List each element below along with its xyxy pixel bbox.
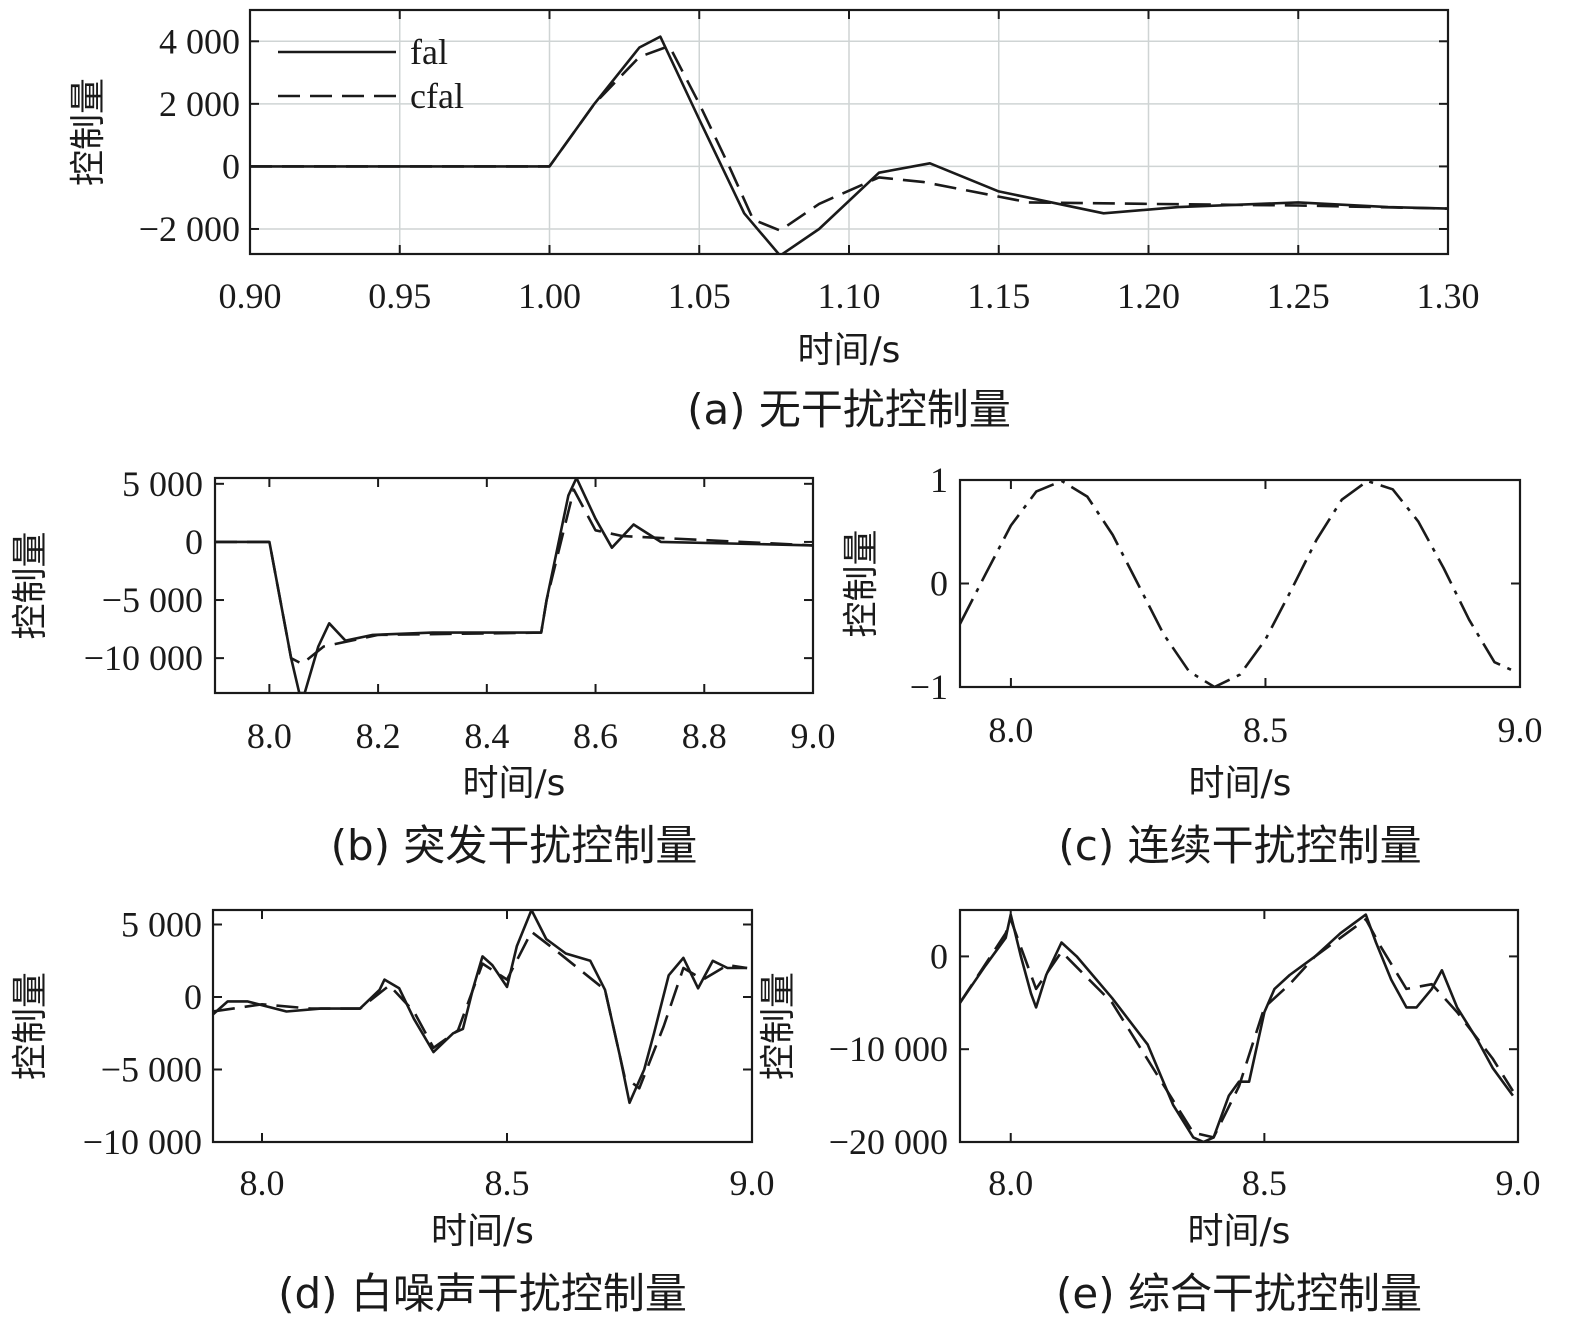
x-tick-label: 1.20 [1117,276,1180,316]
plot-frame [958,478,1522,689]
y-tick-label: 5 000 [121,905,202,945]
plot-frame [211,908,754,1144]
series-line-solid [215,478,813,693]
x-axis-label: 时间/s [1188,1211,1291,1252]
series-line-dashed [215,488,813,666]
y-tick-label: −2 000 [139,209,240,249]
panel-b: 8.0 8.2 8.4 8.6 8.8 9.0 5 000 0 −5 000 −10 000 时间/… [10,464,836,870]
x-tick-label: 9.0 [730,1163,775,1203]
y-tick-label: 0 [185,522,203,562]
x-axis-label: 时间/s [1189,763,1292,804]
x-tick-label: 9.0 [791,716,836,756]
panel-caption: (c) 连续干扰控制量 [1058,821,1421,870]
x-tick-label: 8.5 [1242,1163,1287,1203]
x-tick-label: 0.90 [219,276,282,316]
panel-e: 8.0 8.5 9.0 0 −10 000 −20 000 时间/s 控制量 (e) 综合干扰控… [758,908,1541,1318]
plot-frame [213,476,815,695]
y-axis-label: 控制量 [10,531,51,639]
series-line-cfal [250,44,1448,232]
series-line-solid [960,913,1514,1142]
series-line-dashed [960,918,1515,1139]
series-line-solid [213,910,748,1105]
panel-caption: (d) 白噪声干扰控制量 [278,1269,687,1318]
x-tick-label: 1.10 [818,276,881,316]
y-tick-label: 2 000 [159,84,240,124]
y-tick-label: −10 000 [84,638,203,678]
x-tick-label: 8.4 [464,716,509,756]
series-line-dashed [213,930,748,1090]
y-tick-label: 1 [930,460,948,500]
x-tick-label: 9.0 [1498,710,1543,750]
panel-d: 8.0 8.5 9.0 5 000 0 −5 000 −10 000 时间/s 控制量 (d) 白… [10,905,775,1319]
x-tick-label: 1.25 [1267,276,1330,316]
x-tick-label: 8.2 [356,716,401,756]
x-tick-label: 8.5 [485,1163,530,1203]
x-tick-label: 8.0 [988,1163,1033,1203]
x-tick-label: 1.30 [1417,276,1480,316]
y-axis-label: 控制量 [841,529,882,637]
y-tick-label: −20 000 [829,1122,948,1162]
series-line-fal [250,35,1448,254]
y-tick-label: 0 [930,936,948,976]
y-tick-label: 5 000 [122,464,203,504]
x-axis-label: 时间/s [463,763,566,804]
x-tick-label: 8.5 [1243,710,1288,750]
x-tick-label: 8.0 [988,710,1033,750]
y-tick-label: −5 000 [101,1050,202,1090]
y-tick-label: −10 000 [829,1029,948,1069]
x-tick-label: 0.95 [368,276,431,316]
legend-label-fal: fal [410,32,448,72]
y-tick-label: −5 000 [102,580,203,620]
legend: fal cfal [278,32,464,116]
x-tick-label: 1.05 [668,276,731,316]
x-tick-label: 8.6 [573,716,618,756]
y-tick-label: 4 000 [159,21,240,61]
series-line-dashdot [960,480,1516,687]
legend-label-cfal: cfal [410,76,464,116]
x-tick-label: 1.15 [967,276,1030,316]
x-tick-label: 8.0 [240,1163,285,1203]
x-tick-label: 1.00 [518,276,581,316]
panel-c: 8.0 8.5 9.0 1 0 −1 时间/s 控制量 (c) 连续干扰控制量 [841,460,1543,870]
y-tick-label: −1 [910,667,948,707]
y-axis-label: 控制量 [758,972,799,1080]
y-axis-label: 控制量 [10,972,51,1080]
y-tick-label: 0 [184,977,202,1017]
x-tick-label: 8.8 [682,716,727,756]
x-axis-label: 时间/s [431,1211,534,1252]
x-tick-label: 9.0 [1496,1163,1541,1203]
panel-caption: (e) 综合干扰控制量 [1056,1269,1422,1318]
y-tick-label: 0 [222,146,240,186]
y-tick-label: 0 [930,564,948,604]
panel-a: 0.90 0.95 1.00 1.05 1.10 1.15 1.20 1.25 1.30 4 00… [68,8,1480,434]
panel-caption: (a) 无干扰控制量 [687,385,1011,434]
panel-caption: (b) 突发干扰控制量 [331,821,698,870]
y-tick-label: −10 000 [83,1122,202,1162]
x-tick-label: 8.0 [247,716,292,756]
x-axis-label: 时间/s [798,330,901,371]
y-axis-label: 控制量 [68,78,109,186]
plot-frame [958,908,1520,1144]
